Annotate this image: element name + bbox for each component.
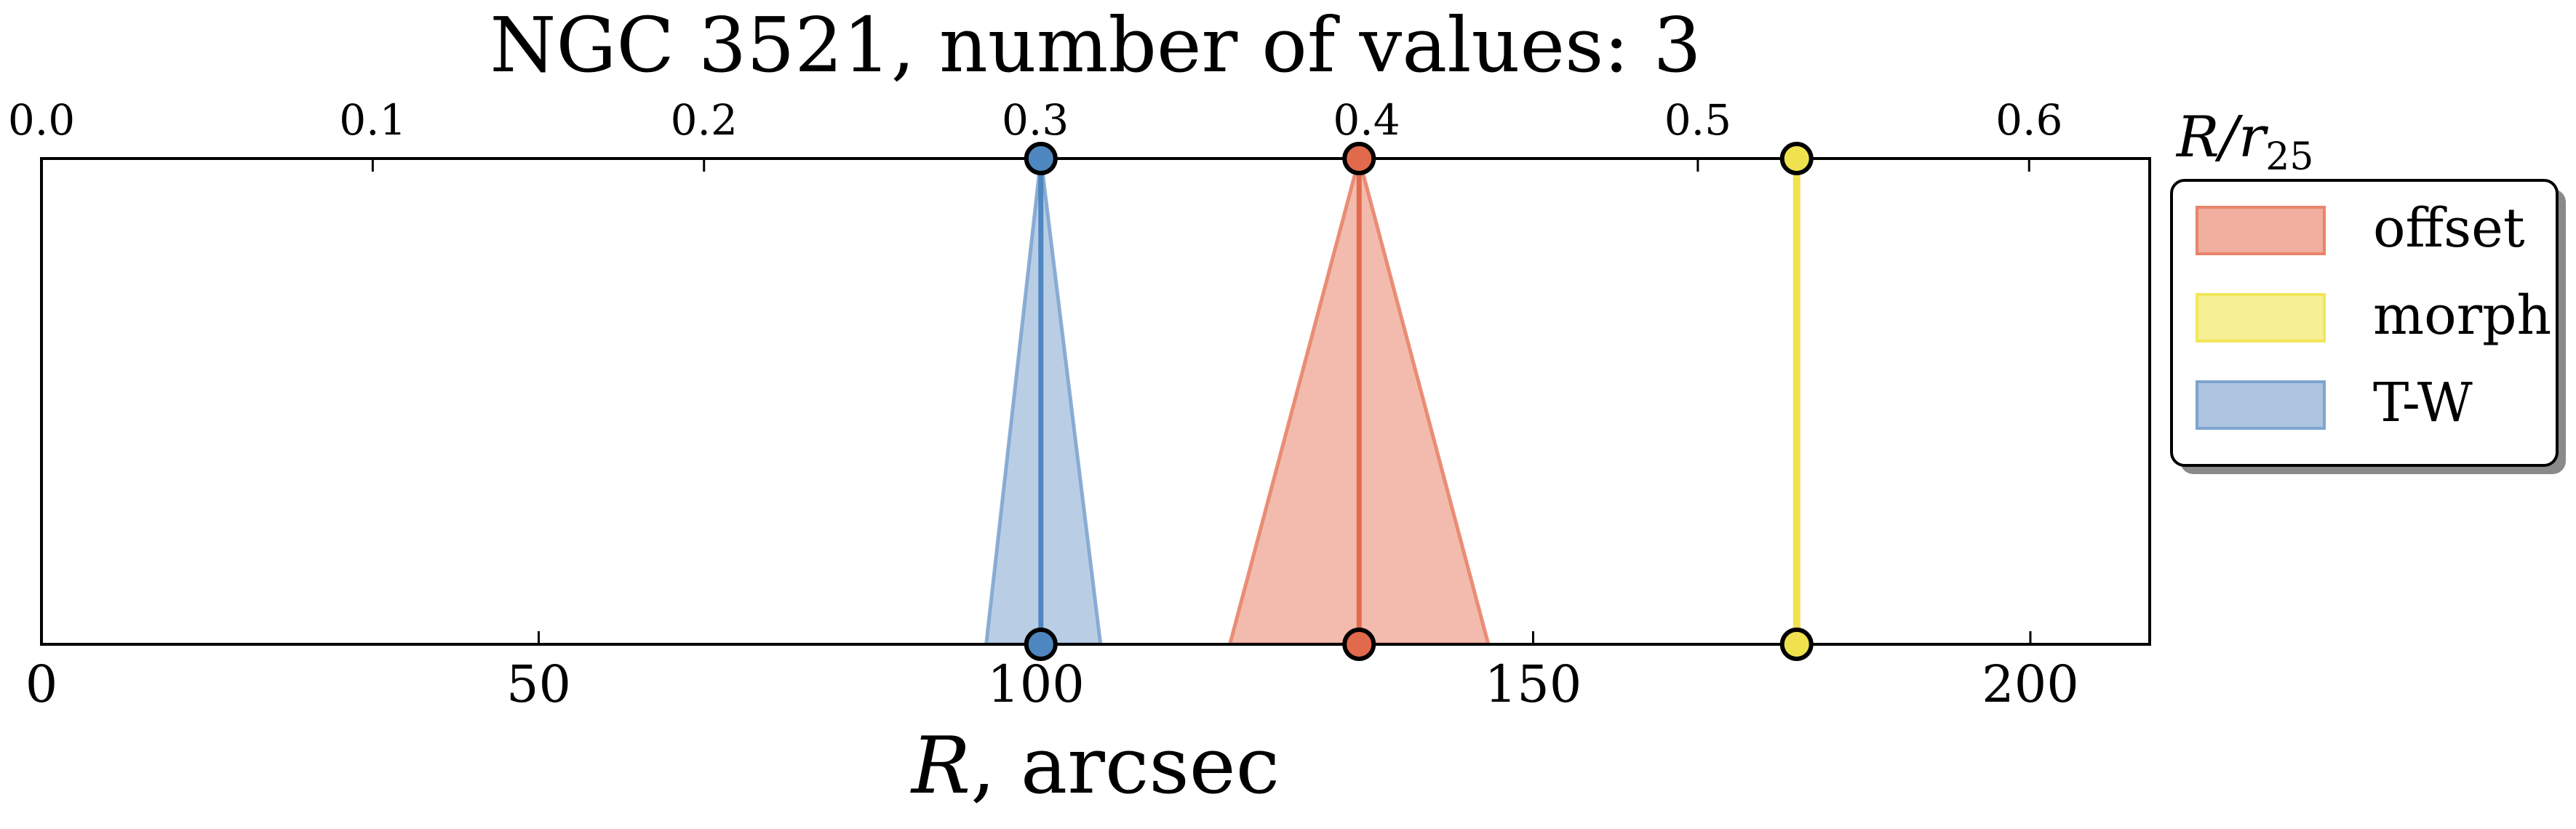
legend-label-morph: morph xyxy=(2373,284,2551,347)
top-tick-label: 0.0 xyxy=(8,95,75,145)
top-axis-label-subscript: 25 xyxy=(2265,135,2313,179)
marker-morph-bottom xyxy=(1779,628,1814,661)
top-tick-label: 0.2 xyxy=(671,95,738,145)
top-tick-label: 0.3 xyxy=(1002,95,1069,145)
legend: offset morph T-W xyxy=(2170,179,2566,474)
top-axis-label-text: R/r xyxy=(2175,105,2269,170)
top-tick-label: 0.5 xyxy=(1664,95,1731,145)
bottom-tick-label: 100 xyxy=(987,654,1085,714)
bottom-tick-label: 150 xyxy=(1485,654,1582,714)
marker-t-w-top xyxy=(1024,142,1058,175)
chart-title: NGC 3521, number of values: 3 xyxy=(490,1,1701,89)
top-tick-label: 0.6 xyxy=(1995,95,2062,145)
plot-frame xyxy=(40,157,2151,646)
top-axis-label: R/r25 xyxy=(2175,105,2313,179)
top-tick-label: 0.4 xyxy=(1333,95,1400,145)
legend-swatch-morph xyxy=(2196,293,2326,343)
x-axis-label-text: R, arcsec xyxy=(910,721,1280,812)
series-bands xyxy=(984,159,1491,644)
legend-label-t-w: T-W xyxy=(2373,372,2473,434)
marker-morph-top xyxy=(1779,142,1814,175)
legend-swatch-t-w xyxy=(2196,380,2326,430)
x-axis-label-var: R xyxy=(910,721,970,812)
bottom-tick-label: 0 xyxy=(25,654,58,714)
legend-swatch-offset xyxy=(2196,206,2326,255)
series-markers xyxy=(1024,142,1814,661)
series-center-lines xyxy=(1038,159,1801,644)
bottom-tick-label: 200 xyxy=(1982,654,2079,714)
marker-t-w-bottom xyxy=(1024,628,1058,661)
axis-tick-marks xyxy=(40,159,2032,644)
legend-label-offset: offset xyxy=(2373,197,2525,260)
top-tick-label: 0.1 xyxy=(339,95,406,145)
top-tick-labels: 0.0 0.1 0.2 0.3 0.4 0.5 0.6 xyxy=(8,95,2062,145)
bottom-tick-label: 50 xyxy=(506,654,571,714)
legend-items: offset morph T-W xyxy=(2196,197,2551,434)
marker-offset-bottom xyxy=(1342,628,1376,661)
x-axis-label-unit: , arcsec xyxy=(970,721,1280,812)
marker-offset-top xyxy=(1342,142,1376,175)
x-axis-label: R, arcsec xyxy=(910,721,1280,812)
bottom-tick-labels: 0 50 100 150 200 xyxy=(25,654,2079,714)
